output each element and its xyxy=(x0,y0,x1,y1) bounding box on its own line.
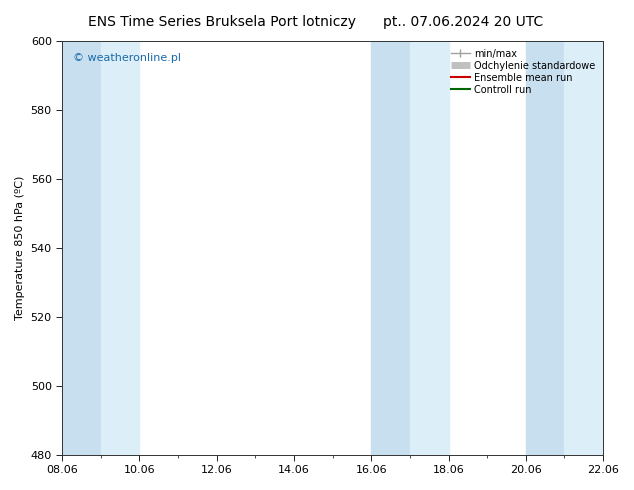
Bar xyxy=(410,41,448,455)
Bar xyxy=(526,41,564,455)
Legend: min/max, Odchylenie standardowe, Ensemble mean run, Controll run: min/max, Odchylenie standardowe, Ensembl… xyxy=(448,46,598,98)
Bar xyxy=(564,41,603,455)
Bar xyxy=(62,41,101,455)
Text: ENS Time Series Bruksela Port lotniczy: ENS Time Series Bruksela Port lotniczy xyxy=(88,15,356,29)
Bar xyxy=(101,41,139,455)
Y-axis label: Temperature 850 hPa (ºC): Temperature 850 hPa (ºC) xyxy=(15,175,25,320)
Text: pt.. 07.06.2024 20 UTC: pt.. 07.06.2024 20 UTC xyxy=(383,15,543,29)
Text: © weatheronline.pl: © weatheronline.pl xyxy=(73,53,181,64)
Bar xyxy=(372,41,410,455)
